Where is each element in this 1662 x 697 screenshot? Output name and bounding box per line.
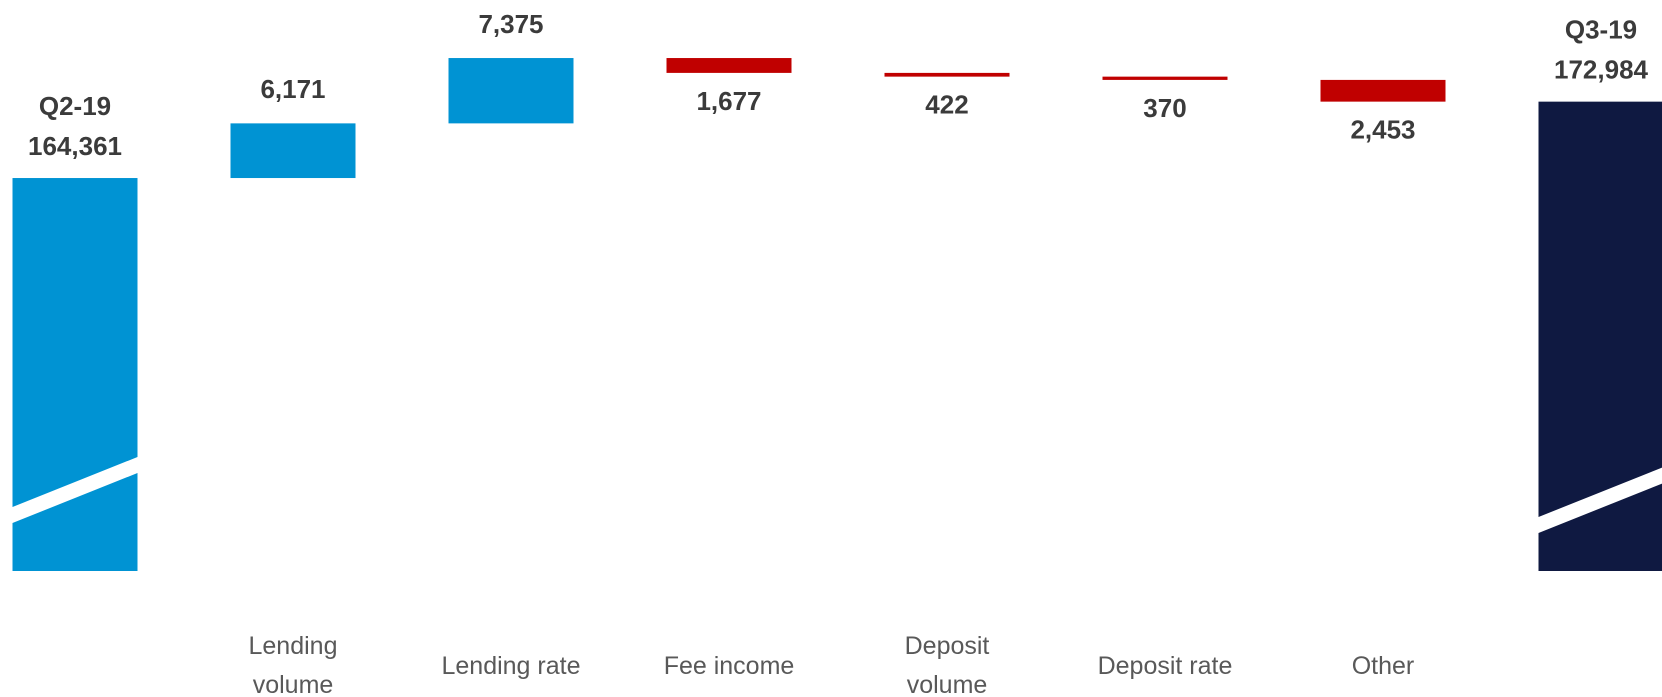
value-label: 7,375 xyxy=(478,9,543,39)
x-tick-label: Other xyxy=(1351,651,1415,680)
category-label: Q3-19 xyxy=(1565,15,1637,45)
x-tick-label: Lending rate xyxy=(441,651,581,680)
category-label: Q2-19 xyxy=(39,91,111,121)
bar xyxy=(1102,76,1228,80)
bar xyxy=(230,123,356,179)
value-label: 2,453 xyxy=(1350,115,1415,145)
value-label: 6,171 xyxy=(260,74,325,104)
x-tick-label: Fee income xyxy=(663,651,795,680)
axis-break xyxy=(1538,467,1662,533)
value-label: 422 xyxy=(925,90,968,120)
value-label: 164,361 xyxy=(28,131,122,161)
value-label: 370 xyxy=(1143,93,1186,123)
x-tick-label: Deposit volume xyxy=(904,632,990,697)
axis-break xyxy=(12,457,138,523)
bar xyxy=(1320,79,1446,102)
bar xyxy=(666,58,792,73)
bar xyxy=(448,58,574,124)
value-label: 1,677 xyxy=(696,86,761,116)
bar xyxy=(884,72,1010,77)
x-tick-label: Lending volume xyxy=(248,632,338,697)
x-tick-label: Deposit rate xyxy=(1097,651,1233,680)
value-label: 172,984 xyxy=(1554,55,1649,85)
